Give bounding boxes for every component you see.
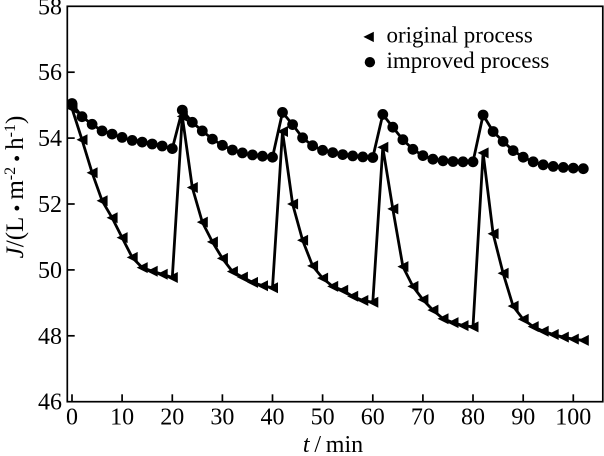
svg-text:50: 50: [38, 258, 62, 284]
svg-text:56: 56: [38, 60, 62, 86]
svg-text:80: 80: [461, 405, 485, 431]
svg-text:30: 30: [210, 405, 234, 431]
svg-text:60: 60: [361, 405, 385, 431]
svg-text:46: 46: [38, 390, 62, 416]
svg-text:improved process: improved process: [387, 48, 550, 73]
svg-text:90: 90: [511, 405, 535, 431]
svg-text:70: 70: [411, 405, 435, 431]
svg-text:original process: original process: [387, 23, 533, 48]
svg-text:52: 52: [38, 192, 62, 218]
svg-text:0: 0: [66, 405, 78, 431]
svg-text:t / min: t / min: [303, 432, 363, 456]
svg-text:40: 40: [261, 405, 285, 431]
svg-text:100: 100: [555, 405, 591, 431]
svg-text:J/(L • m-2 • h-1): J/(L • m-2 • h-1): [2, 116, 29, 259]
svg-text:20: 20: [160, 405, 184, 431]
svg-text:48: 48: [38, 324, 62, 350]
svg-text:50: 50: [311, 405, 335, 431]
svg-text:58: 58: [38, 0, 62, 20]
svg-text:10: 10: [110, 405, 134, 431]
svg-text:54: 54: [38, 126, 62, 152]
